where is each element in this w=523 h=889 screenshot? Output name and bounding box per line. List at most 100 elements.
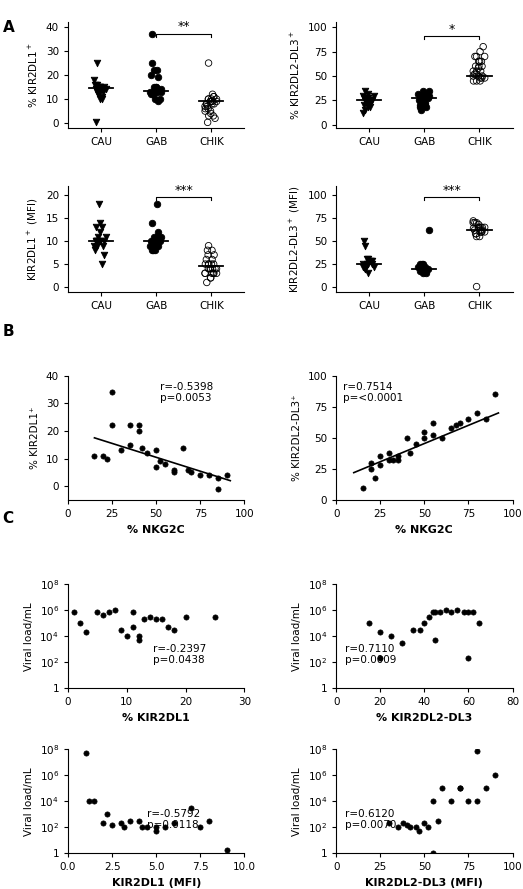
Point	[99, 84, 108, 99]
Point	[97, 90, 106, 104]
Point	[453, 603, 462, 617]
Point	[134, 424, 143, 438]
Point	[361, 238, 369, 252]
Point	[201, 257, 210, 271]
Point	[134, 419, 143, 433]
Point	[157, 229, 165, 244]
Point	[475, 60, 483, 74]
Point	[425, 610, 433, 624]
Point	[96, 84, 104, 99]
Point	[208, 244, 216, 258]
Point	[367, 455, 376, 469]
Point	[92, 220, 100, 235]
Point	[204, 92, 212, 106]
Point	[424, 821, 432, 835]
Point	[90, 794, 99, 808]
Point	[394, 821, 402, 835]
Point	[207, 261, 215, 276]
Point	[477, 54, 486, 68]
Point	[368, 93, 377, 108]
Point	[155, 454, 164, 469]
Point	[425, 89, 433, 103]
Point	[201, 104, 209, 118]
X-axis label: % NKG2C: % NKG2C	[395, 525, 453, 534]
Point	[414, 260, 422, 274]
Point	[411, 821, 419, 835]
Point	[422, 266, 430, 280]
Point	[367, 254, 376, 268]
Point	[153, 63, 161, 77]
Point	[456, 781, 464, 796]
Point	[479, 40, 487, 54]
Point	[208, 87, 217, 101]
Point	[223, 468, 231, 482]
Point	[477, 225, 486, 239]
Point	[361, 93, 369, 108]
Point	[117, 816, 125, 830]
Point	[422, 263, 430, 277]
Point	[153, 197, 161, 212]
Point	[429, 846, 437, 861]
Point	[364, 91, 372, 105]
Point	[464, 605, 473, 620]
Point	[360, 234, 368, 248]
Point	[96, 234, 104, 248]
Point	[420, 616, 428, 630]
Point	[150, 234, 158, 248]
Point	[473, 744, 482, 758]
Point	[201, 100, 209, 114]
Point	[394, 453, 402, 468]
Point	[420, 96, 428, 110]
Point	[368, 257, 376, 271]
X-axis label: % NKG2C: % NKG2C	[127, 525, 185, 534]
Point	[360, 91, 369, 105]
Point	[156, 234, 164, 248]
Point	[92, 234, 100, 248]
X-axis label: % KIR2DL2-DL3: % KIR2DL2-DL3	[376, 713, 472, 723]
Point	[414, 86, 422, 100]
Point	[447, 420, 455, 435]
Point	[201, 101, 210, 116]
Point	[476, 74, 484, 88]
Point	[429, 428, 437, 443]
Point	[152, 613, 161, 627]
Point	[475, 229, 484, 244]
Point	[403, 430, 411, 444]
Point	[93, 238, 101, 252]
Point	[474, 54, 483, 68]
Point	[419, 257, 428, 271]
Point	[364, 96, 372, 110]
Point	[90, 449, 99, 463]
Point	[90, 238, 99, 252]
Point	[419, 91, 428, 105]
Point	[161, 821, 169, 835]
Point	[389, 453, 397, 468]
Point	[126, 814, 134, 829]
Text: r=-0.5792
p=0.0118: r=-0.5792 p=0.0118	[147, 809, 201, 830]
Point	[420, 86, 429, 100]
Point	[203, 244, 212, 258]
Point	[210, 257, 218, 271]
Point	[447, 794, 455, 808]
Point	[161, 457, 169, 471]
Point	[214, 482, 222, 496]
Point	[421, 96, 429, 110]
Point	[99, 80, 108, 94]
Point	[469, 74, 477, 88]
Point	[169, 465, 178, 479]
X-axis label: % KIR2DL1: % KIR2DL1	[122, 713, 190, 723]
Point	[94, 229, 103, 244]
Text: ***: ***	[174, 184, 193, 196]
Point	[472, 227, 481, 241]
Point	[472, 216, 481, 230]
Point	[387, 629, 395, 644]
Point	[472, 74, 481, 88]
Point	[429, 416, 437, 430]
Point	[181, 610, 190, 624]
Point	[151, 244, 160, 258]
Point	[178, 440, 187, 454]
Point	[99, 248, 108, 262]
Point	[469, 216, 477, 230]
Point	[473, 794, 482, 808]
Point	[129, 620, 137, 634]
